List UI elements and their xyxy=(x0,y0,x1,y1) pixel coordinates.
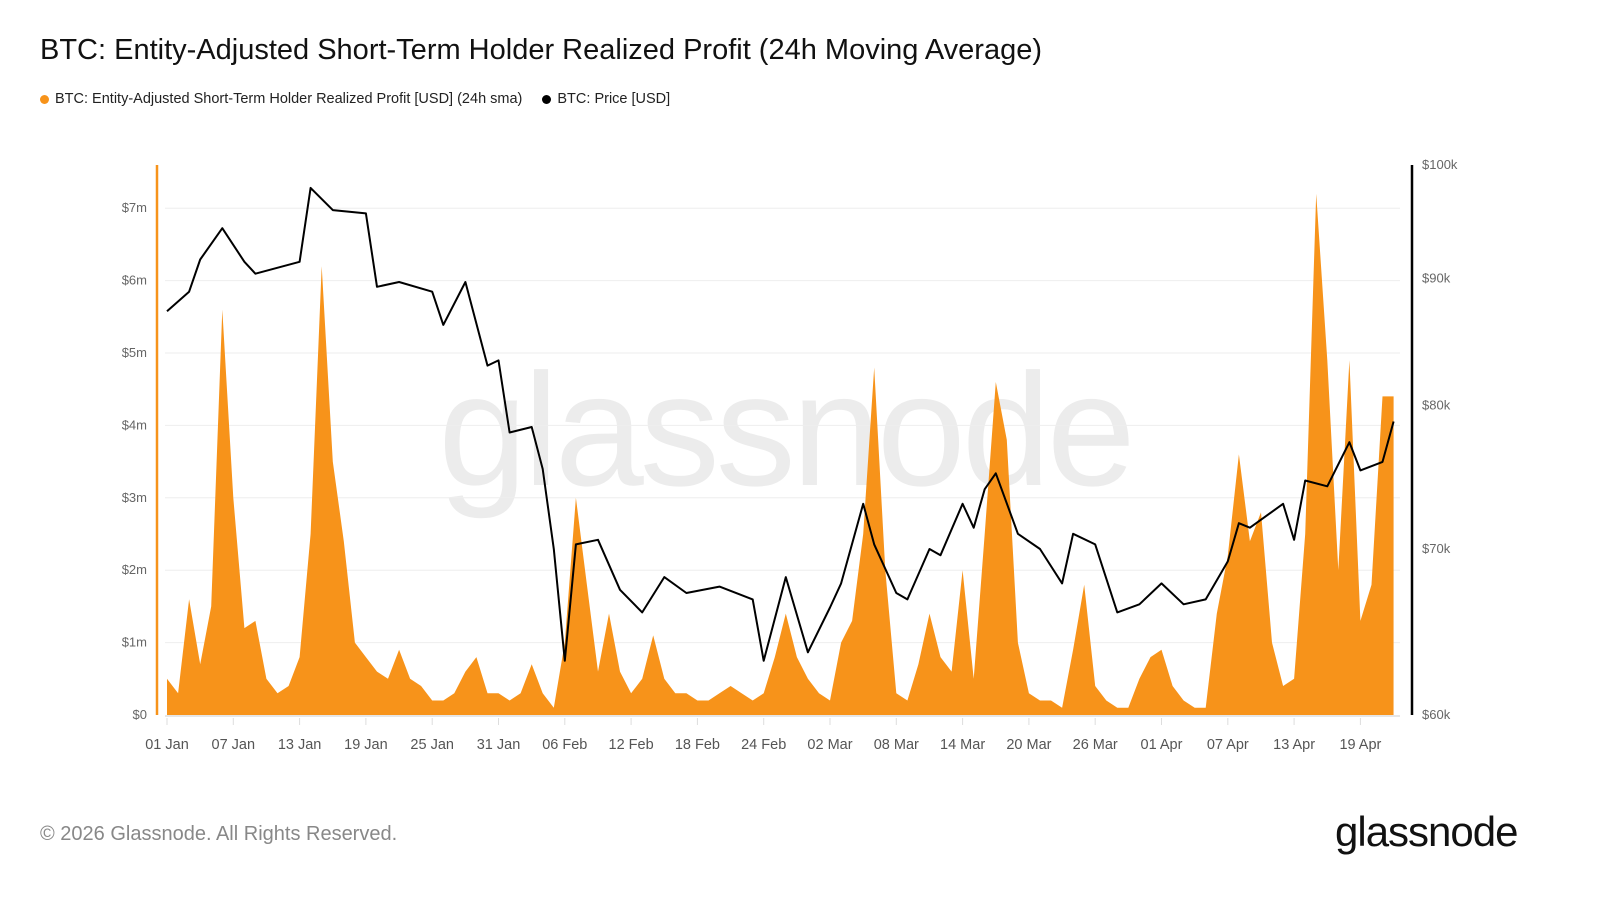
right-axis-tick: $90k xyxy=(1422,270,1451,285)
x-axis-tick: 24 Feb xyxy=(741,737,786,753)
left-axis-tick: $3m xyxy=(122,490,147,505)
right-axis-tick: $80k xyxy=(1422,397,1451,412)
legend: BTC: Entity-Adjusted Short-Term Holder R… xyxy=(40,91,670,107)
right-axis-tick: $100k xyxy=(1422,157,1458,172)
chart-title: BTC: Entity-Adjusted Short-Term Holder R… xyxy=(40,34,1043,66)
x-axis-tick: 08 Mar xyxy=(874,737,919,753)
left-axis-tick: $0 xyxy=(133,707,147,722)
left-axis-tick: $1m xyxy=(122,635,147,650)
right-axis-tick: $60k xyxy=(1422,707,1451,722)
x-axis-tick: 01 Jan xyxy=(145,737,189,753)
x-axis-tick: 19 Apr xyxy=(1339,737,1381,753)
legend-item-profit[interactable]: BTC: Entity-Adjusted Short-Term Holder R… xyxy=(40,91,522,107)
x-axis-tick: 12 Feb xyxy=(609,737,654,753)
left-axis-tick: $2m xyxy=(122,562,147,577)
x-axis-tick: 13 Apr xyxy=(1273,737,1315,753)
left-axis-tick: $4m xyxy=(122,417,147,432)
x-axis-tick: 26 Mar xyxy=(1073,737,1118,753)
x-axis-tick: 31 Jan xyxy=(477,737,521,753)
price-line xyxy=(166,186,1395,662)
chart-canvas: glassnode $0 $1m $2m $3m $4m $5m $6m $7m $60k $70… xyxy=(122,157,1458,753)
x-axis-tick: 14 Mar xyxy=(940,737,985,753)
left-axis-tick: $7m xyxy=(122,200,147,215)
copyright-footer: © 2026 Glassnode. All Rights Reserved. xyxy=(40,823,398,845)
legend-dot-black-icon xyxy=(542,94,552,104)
legend-item-price[interactable]: BTC: Price [USD] xyxy=(542,91,670,107)
x-axis-tick: 20 Mar xyxy=(1006,737,1051,753)
right-axis-tick: $70k xyxy=(1422,541,1451,556)
legend-dot-orange-icon xyxy=(40,94,49,104)
x-axis-tick: 07 Apr xyxy=(1207,737,1249,753)
watermark: glassnode xyxy=(438,340,1131,519)
x-axis-tick: 02 Mar xyxy=(807,737,852,753)
x-axis-tick: 13 Jan xyxy=(278,737,322,753)
left-axis-tick: $6m xyxy=(122,273,147,288)
left-axis-tick: $5m xyxy=(122,345,147,360)
profit-area xyxy=(167,193,1394,715)
legend-label-price: BTC: Price [USD] xyxy=(557,91,671,107)
x-axis-tick: 25 Jan xyxy=(410,737,454,753)
x-axis-tick: 06 Feb xyxy=(542,737,587,753)
legend-label-profit: BTC: Entity-Adjusted Short-Term Holder R… xyxy=(55,91,523,107)
x-axis-tick: 01 Apr xyxy=(1141,737,1183,753)
x-axis-tick: 07 Jan xyxy=(212,737,256,753)
x-axis-tick: 18 Feb xyxy=(675,737,720,753)
glassnode-logo: glassnode xyxy=(1335,808,1518,855)
x-axis-tick: 19 Jan xyxy=(344,737,388,753)
